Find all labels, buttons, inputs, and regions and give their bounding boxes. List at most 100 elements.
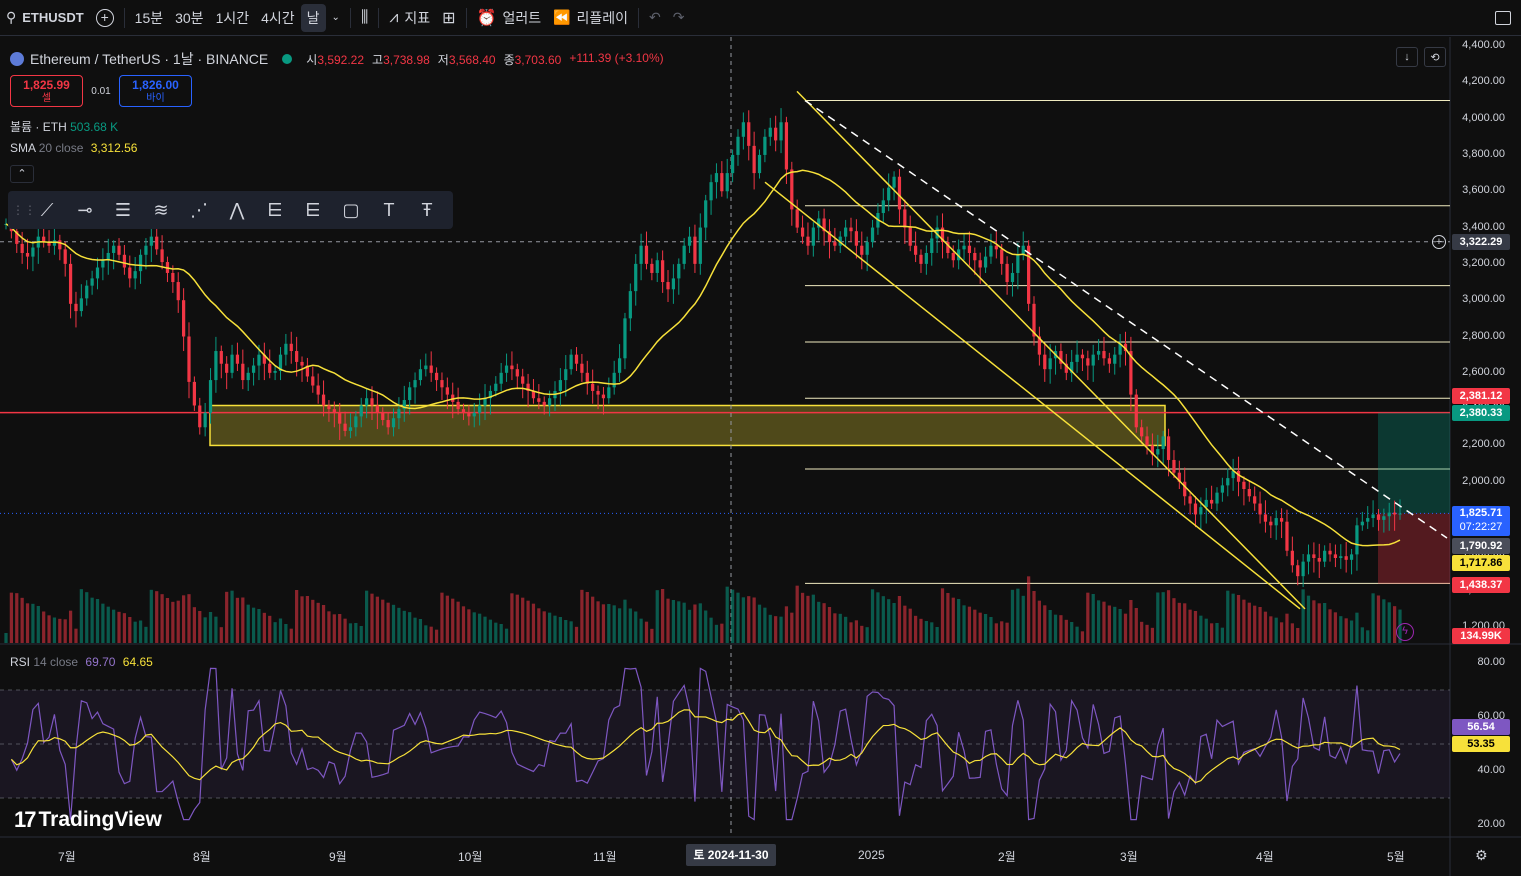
chart-legend: Ethereum / TetherUS · 1날 · BINANCE 시3,59… bbox=[10, 49, 664, 69]
chart-type-button[interactable]: ⫼ bbox=[355, 4, 374, 32]
undo-button[interactable]: ↶ bbox=[643, 4, 667, 32]
sell-button[interactable]: 1,825.99 셀 bbox=[10, 75, 83, 107]
tradingview-logo[interactable]: 17 TradingView bbox=[14, 807, 162, 833]
candle-body bbox=[408, 387, 412, 401]
volume-bar bbox=[42, 611, 46, 643]
volume-bar bbox=[1016, 588, 1020, 643]
collapse-legend-button[interactable]: ⌃ bbox=[10, 165, 34, 183]
candle-body bbox=[1150, 445, 1155, 455]
candle-body bbox=[251, 365, 256, 373]
search-icon: ⚲ bbox=[6, 9, 17, 25]
templates-button[interactable]: ⊞ bbox=[436, 4, 461, 32]
volume-bar bbox=[564, 620, 568, 643]
price-chart-svg[interactable] bbox=[0, 37, 1521, 876]
trend-line-icon[interactable]: ⟋ bbox=[40, 199, 54, 220]
candle-body bbox=[1032, 303, 1036, 337]
interval-1h[interactable]: 1시간 bbox=[215, 9, 250, 26]
volume-bar bbox=[612, 605, 616, 643]
lightning-icon[interactable]: ϟ bbox=[1396, 623, 1414, 641]
volume-bar bbox=[725, 586, 729, 643]
scroll-to-latest-button[interactable]: ↓ bbox=[1396, 47, 1418, 67]
interval-1d[interactable]: 날 bbox=[300, 3, 326, 32]
candle-body bbox=[1129, 351, 1133, 395]
candle-body bbox=[144, 245, 148, 255]
redo-button[interactable]: ↷ bbox=[667, 4, 691, 32]
interval-dropdown[interactable]: ⌄ bbox=[326, 4, 346, 32]
candle-body bbox=[730, 154, 735, 174]
time-axis-label: 9월 bbox=[329, 850, 347, 864]
candle-body bbox=[768, 127, 772, 137]
candle-body bbox=[235, 354, 240, 364]
text-icon[interactable]: T bbox=[383, 199, 395, 220]
separator bbox=[638, 7, 640, 28]
indicators-button[interactable]: ⩘ 지표 bbox=[383, 4, 436, 32]
volume-indicator-label[interactable]: 볼륨 · ETH 503.68 K bbox=[10, 118, 118, 135]
fib-retracement-icon[interactable]: ≋ bbox=[153, 199, 169, 220]
volume-bar bbox=[246, 604, 250, 643]
volume-bar bbox=[677, 601, 681, 643]
volume-bar bbox=[693, 604, 697, 643]
volume-bar bbox=[171, 601, 175, 643]
volume-bar bbox=[262, 612, 266, 643]
interval-15m[interactable]: 15분 bbox=[134, 9, 164, 26]
rectangle-icon[interactable]: ▢ bbox=[342, 199, 360, 220]
volume-bar bbox=[251, 607, 256, 643]
short-position-icon[interactable]: ⋿ bbox=[305, 199, 321, 220]
candle-body bbox=[359, 405, 363, 417]
settings-gear-icon[interactable]: ⚙ bbox=[1475, 847, 1488, 863]
maximize-button[interactable]: ⟲ bbox=[1424, 47, 1446, 67]
fullscreen-button[interactable] bbox=[1489, 4, 1517, 32]
volume-bar bbox=[327, 611, 331, 643]
drag-handle-icon[interactable]: ⋮⋮ bbox=[12, 203, 36, 217]
candle-body bbox=[515, 369, 519, 377]
candle-body bbox=[262, 354, 266, 364]
rsi-indicator-label[interactable]: RSI 14 close 69.70 64.65 bbox=[10, 655, 153, 669]
volume-bar bbox=[504, 628, 509, 643]
parallel-channel-icon[interactable]: ☰ bbox=[114, 199, 132, 220]
candle-body bbox=[257, 354, 261, 366]
price-axis-label: 2,000.00 bbox=[1462, 474, 1505, 487]
candle-body bbox=[95, 267, 100, 279]
rsi-axis-label: 80.00 bbox=[1477, 656, 1505, 668]
volume-bar bbox=[381, 599, 385, 643]
chart-area[interactable]: Ethereum / TetherUS · 1날 · BINANCE 시3,59… bbox=[0, 37, 1521, 876]
interval-4h[interactable]: 4시간 bbox=[261, 9, 295, 26]
candle-body bbox=[305, 365, 310, 377]
volume-bar bbox=[300, 596, 304, 643]
volume-bar bbox=[623, 599, 627, 643]
text-note-icon[interactable]: Ŧ bbox=[421, 199, 433, 220]
buy-button[interactable]: 1,826.00 바이 bbox=[119, 75, 192, 107]
volume-bar bbox=[424, 625, 428, 643]
volume-bar bbox=[741, 597, 745, 643]
candle-body bbox=[537, 398, 541, 402]
volume-bar bbox=[876, 592, 880, 643]
replay-button[interactable]: ⏪ 리플레이 bbox=[547, 4, 634, 32]
candle-body bbox=[1048, 358, 1052, 370]
horizontal-ray-icon[interactable]: ⊸ bbox=[77, 199, 93, 220]
candle-body bbox=[112, 245, 116, 253]
volume-bar bbox=[284, 624, 288, 643]
volume-bar bbox=[198, 611, 202, 643]
sma-indicator-label[interactable]: SMA 20 close 3,312.56 bbox=[10, 141, 137, 155]
volume-bar bbox=[440, 592, 444, 643]
gray-price-tag: 1,790.92 bbox=[1452, 538, 1510, 554]
add-alert-icon[interactable]: + bbox=[1432, 235, 1446, 249]
pitchfork-icon[interactable]: ⋰ bbox=[190, 199, 208, 220]
candle-body bbox=[666, 282, 670, 290]
square-icon bbox=[1495, 10, 1511, 25]
candle-body bbox=[860, 245, 864, 255]
market-status-icon[interactable] bbox=[282, 54, 293, 64]
symbol-search[interactable]: ⚲ ETHUSDT bbox=[0, 4, 90, 32]
candle-body bbox=[833, 242, 837, 246]
candle-body bbox=[138, 254, 143, 272]
alerts-button[interactable]: ⏰ 얼러트 bbox=[471, 4, 548, 32]
compare-button[interactable]: + bbox=[90, 4, 120, 32]
channel-upper-line bbox=[796, 90, 1306, 610]
candle-body bbox=[445, 387, 449, 395]
xabcd-pattern-icon[interactable]: ⋀ bbox=[229, 199, 245, 220]
interval-30m[interactable]: 30분 bbox=[175, 9, 204, 26]
candle-body bbox=[321, 394, 326, 406]
long-position-icon[interactable]: ⋿ bbox=[267, 199, 283, 220]
price-axis-label: 4,400.00 bbox=[1462, 39, 1505, 51]
indicators-icon: ⩘ bbox=[389, 8, 399, 26]
